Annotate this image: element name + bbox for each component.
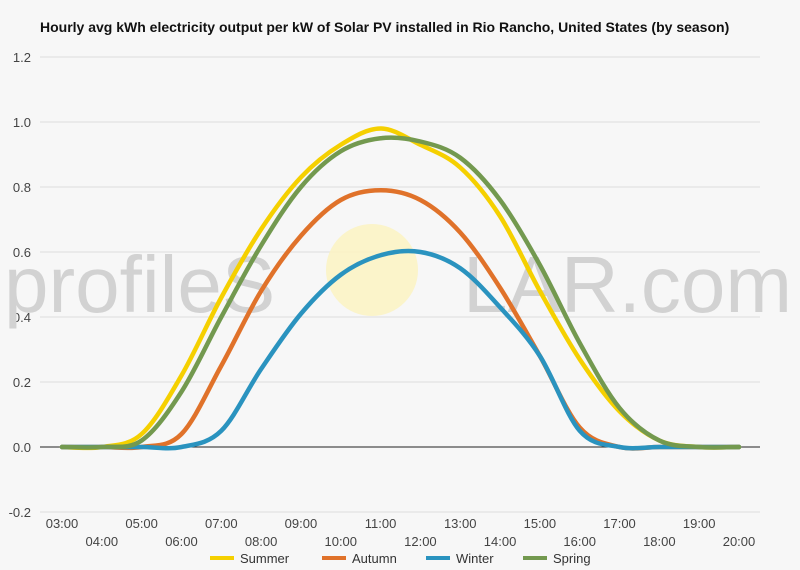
x-tick-label: 03:00 [46, 516, 79, 531]
legend-label-spring: Spring [553, 551, 591, 566]
x-tick-label: 09:00 [285, 516, 318, 531]
x-tick-label: 05:00 [125, 516, 158, 531]
x-tick-label: 16:00 [563, 534, 596, 549]
x-tick-label: 20:00 [723, 534, 756, 549]
x-tick-label: 04:00 [86, 534, 119, 549]
chart-title: Hourly avg kWh electricity output per kW… [40, 19, 730, 35]
x-tick-label: 17:00 [603, 516, 636, 531]
y-tick-label: 0.0 [13, 440, 31, 455]
x-tick-label: 13:00 [444, 516, 477, 531]
x-tick-label: 12:00 [404, 534, 437, 549]
legend-label-summer: Summer [240, 551, 290, 566]
y-tick-label: 0.8 [13, 180, 31, 195]
x-tick-label: 14:00 [484, 534, 517, 549]
watermark-text-left: profileS [4, 240, 275, 329]
y-tick-label: 1.2 [13, 50, 31, 65]
series-line-spring [59, 135, 742, 450]
y-tick-label: -0.2 [9, 505, 31, 520]
series-line-winter [59, 248, 742, 451]
x-tick-label: 10:00 [324, 534, 357, 549]
x-tick-label: 15:00 [524, 516, 557, 531]
legend-label-autumn: Autumn [352, 551, 397, 566]
x-tick-label: 19:00 [683, 516, 716, 531]
x-tick-label: 06:00 [165, 534, 198, 549]
x-tick-label: 11:00 [365, 516, 397, 531]
legend-label-winter: Winter [456, 551, 494, 566]
y-tick-label: 0.4 [13, 310, 31, 325]
x-tick-label: 18:00 [643, 534, 676, 549]
x-tick-label: 08:00 [245, 534, 278, 549]
y-tick-label: 0.2 [13, 375, 31, 390]
y-tick-label: 0.6 [13, 245, 31, 260]
x-tick-label: 07:00 [205, 516, 238, 531]
y-tick-label: 1.0 [13, 115, 31, 130]
watermark-sun-icon [326, 224, 418, 316]
watermark-text-right: LAR.com [463, 240, 792, 329]
